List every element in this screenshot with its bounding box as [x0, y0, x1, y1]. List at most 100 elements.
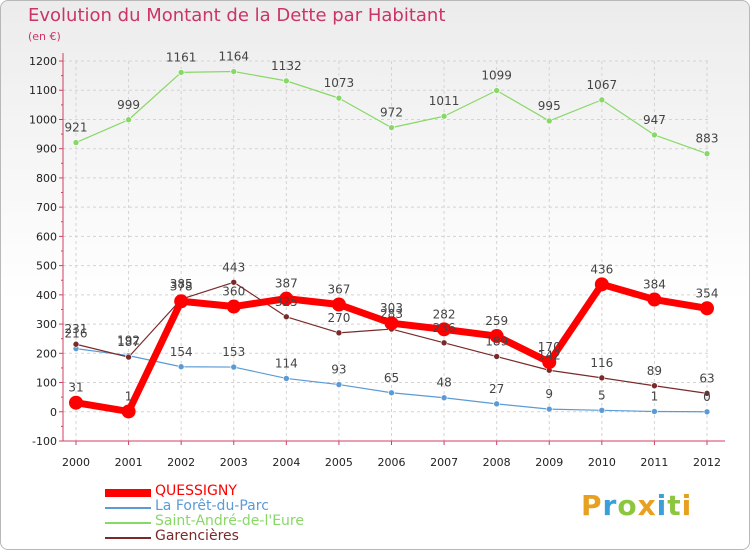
logo-letter: x [637, 489, 657, 522]
x-tick-label: 2000 [62, 456, 90, 469]
legend-label: Saint-André-de-l'Eure [155, 513, 304, 529]
data-label: 367 [327, 282, 350, 296]
data-label: 142 [538, 348, 561, 362]
data-label: 443 [222, 260, 245, 274]
data-label: 1 [651, 389, 659, 403]
data-label: 384 [643, 278, 666, 292]
data-label: 153 [222, 345, 245, 359]
data-label: 995 [538, 99, 561, 113]
data-point [177, 363, 185, 371]
data-label: 385 [170, 277, 193, 291]
data-point [335, 329, 343, 337]
data-label: 999 [117, 98, 140, 112]
x-tick-label: 2010 [588, 456, 616, 469]
chart-title: Evolution du Montant de la Dette par Hab… [28, 5, 446, 26]
y-tick-label: 0 [50, 406, 57, 419]
data-point [335, 94, 343, 102]
data-point [69, 395, 83, 410]
data-label: 5 [598, 388, 606, 402]
data-point [651, 131, 658, 139]
data-label: 883 [696, 132, 719, 146]
data-label: 154 [170, 345, 193, 359]
data-label: 282 [433, 307, 456, 321]
data-point [279, 291, 294, 306]
y-tick-label: 700 [36, 201, 57, 214]
x-tick-label: 2002 [167, 456, 195, 469]
legend-label: La Forêt-du-Parc [155, 498, 269, 514]
data-label: 187 [117, 335, 140, 349]
y-tick-label: 1200 [29, 55, 57, 68]
logo-letter: o [617, 489, 638, 522]
axes: -100 0 100 200 300 400 500 600 700 800 900 1000 1100… [29, 53, 725, 469]
y-tick-label: 100 [36, 377, 57, 390]
data-label: 325 [275, 295, 298, 309]
data-labels: 31 1 378 360 387 367 303 282 259 170 436 384 354 216 1… [65, 50, 719, 404]
x-tick-label: 2007 [430, 456, 458, 469]
data-label: 116 [590, 356, 613, 370]
x-tick-label: 2003 [220, 456, 248, 469]
data-label: 1011 [429, 94, 460, 108]
logo-letter: i [681, 489, 693, 522]
data-point [174, 294, 189, 309]
legend-swatch [105, 521, 151, 524]
data-point [230, 68, 238, 75]
data-label: 231 [65, 322, 88, 336]
data-label: 114 [275, 356, 298, 370]
data-label: 189 [485, 335, 508, 349]
data-point [598, 374, 606, 382]
data-label: 921 [65, 121, 88, 135]
data-point [493, 353, 500, 360]
data-label: 1067 [587, 78, 618, 92]
x-tick-label: 2008 [483, 456, 511, 469]
y-tick-label: 300 [36, 318, 57, 331]
data-point [703, 390, 711, 397]
y-tick-label: 900 [36, 143, 57, 156]
data-label: 0 [703, 390, 711, 404]
data-label: 1132 [271, 59, 302, 73]
data-point [72, 139, 80, 146]
data-label: 27 [489, 382, 504, 396]
data-point [489, 329, 504, 344]
data-point [440, 339, 448, 347]
x-tick-label: 2004 [272, 456, 300, 469]
data-point [283, 375, 290, 382]
x-tick-label: 2005 [325, 456, 353, 469]
data-point [440, 394, 448, 402]
data-point [598, 407, 606, 414]
data-point [703, 408, 711, 416]
data-label: 947 [643, 113, 666, 127]
y-tick-label: 500 [36, 260, 57, 273]
data-label: 65 [384, 371, 399, 385]
data-label: 93 [331, 363, 346, 377]
data-label: 1099 [481, 69, 512, 83]
data-point [125, 353, 132, 361]
x-tick-label: 2009 [535, 456, 563, 469]
data-point [545, 405, 553, 413]
data-label: 436 [590, 262, 613, 276]
data-point [493, 87, 500, 94]
data-label: 170 [538, 340, 561, 354]
data-point [651, 382, 658, 390]
y-tick-label: 200 [36, 347, 57, 360]
data-point [226, 299, 241, 314]
legend-label: Garencières [155, 528, 239, 544]
legend-label: QUESSIGNY [155, 483, 237, 499]
logo-letter: t [667, 489, 682, 522]
data-label: 259 [485, 314, 508, 328]
data-label: 387 [275, 277, 298, 291]
proxiti-logo: Proxiti [581, 489, 692, 522]
y-tick-label: -100 [32, 435, 57, 448]
data-point [388, 389, 395, 397]
x-tick-label: 2006 [378, 456, 406, 469]
data-point [283, 77, 290, 85]
data-point [230, 363, 238, 371]
data-point [493, 400, 500, 408]
data-point [545, 117, 553, 125]
data-label: 9 [545, 387, 553, 401]
y-tick-label: 400 [36, 289, 57, 302]
data-point [230, 278, 238, 286]
data-point [598, 96, 606, 104]
y-tick-label: 800 [36, 172, 57, 185]
logo-letter: P [581, 489, 603, 522]
data-label: 972 [380, 106, 403, 120]
